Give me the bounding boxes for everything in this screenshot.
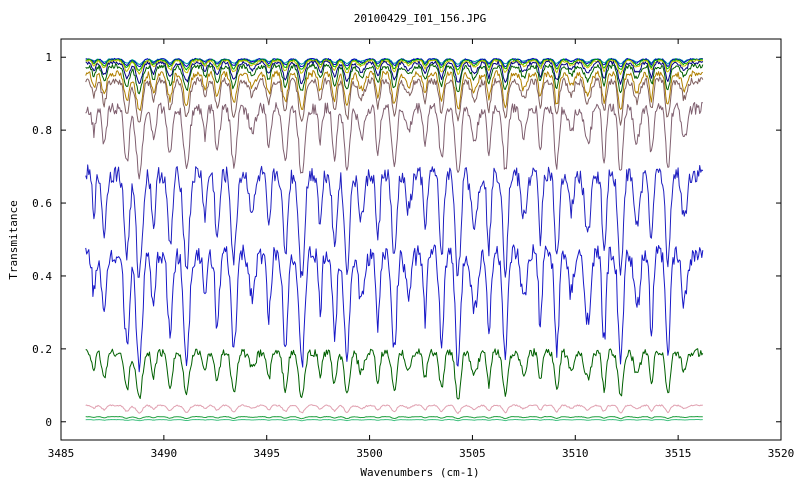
x-axis: 3485 3490 3495 3500 3505 3510 3515 3520	[48, 39, 795, 460]
x-tick-label: 3520	[768, 447, 795, 460]
x-axis-label: Wavenumbers (cm-1)	[360, 466, 479, 479]
x-tick-label: 3495	[253, 447, 280, 460]
series-line	[85, 348, 704, 400]
x-tick-label: 3505	[459, 447, 486, 460]
x-tick-label: 3485	[48, 447, 75, 460]
series-line	[85, 404, 703, 414]
y-tick-label: 0.2	[32, 343, 52, 356]
series-line	[85, 164, 704, 278]
series-line	[85, 244, 704, 373]
series-line	[85, 60, 704, 85]
series-group	[85, 57, 704, 422]
y-tick-label: 0.8	[32, 124, 52, 137]
chart-title: 20100429_I01_156.JPG	[354, 12, 486, 25]
y-tick-label: 0.6	[32, 197, 52, 210]
series-line	[85, 58, 703, 72]
y-tick-label: 0.4	[32, 270, 52, 283]
series-line	[85, 59, 704, 76]
x-tick-label: 3500	[356, 447, 383, 460]
series-line	[85, 416, 703, 420]
x-tick-label: 3510	[562, 447, 589, 460]
y-axis: 0 0.2 0.4 0.6 0.8 1	[32, 51, 781, 429]
plot-frame	[60, 38, 782, 441]
x-tick-label: 3490	[151, 447, 178, 460]
series-line	[85, 76, 704, 126]
y-tick-label: 0	[45, 416, 52, 429]
series-line	[85, 70, 703, 111]
x-tick-label: 3515	[665, 447, 692, 460]
series-line	[85, 419, 703, 422]
series-line	[85, 63, 704, 95]
y-axis-label: Transmitance	[7, 200, 20, 279]
y-tick-label: 1	[45, 51, 52, 64]
series-line	[85, 102, 703, 180]
series-line	[85, 57, 703, 68]
